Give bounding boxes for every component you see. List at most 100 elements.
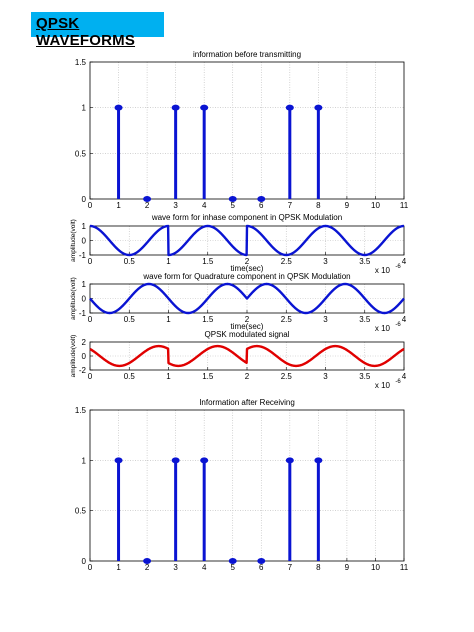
stem-after-stem-marker [200, 457, 209, 464]
stem-after-xtick-label: 3 [173, 563, 178, 572]
inphase-series-line [89, 224, 405, 257]
modulated-xtick-label: 3 [323, 372, 328, 381]
stem-before-ytick-label: 1 [82, 104, 87, 113]
stem-after-stem-marker [314, 457, 323, 464]
stem-before-xtick-label: 11 [400, 201, 409, 210]
stem-after-xtick-label: 0 [88, 563, 93, 572]
inphase-xtick-label: 1.5 [202, 257, 214, 266]
inphase-xtick-label: 2 [245, 257, 250, 266]
modulated-xtick-label: 2 [245, 372, 250, 381]
modulated-title: QPSK modulated signal [205, 330, 290, 339]
stem-after-xtick-label: 4 [202, 563, 207, 572]
stem-before-xtick-label: 2 [145, 201, 150, 210]
inphase-xtick-label: 0 [88, 257, 93, 266]
quadrature-ytick-label: 0 [82, 295, 87, 304]
stem-before-xtick-label: 9 [345, 201, 350, 210]
stem-after-stem-marker [114, 457, 123, 464]
stem-before-stem-marker [285, 104, 294, 111]
quadrature-ytick-label: 1 [82, 280, 87, 289]
stem-before-xtick-label: 6 [259, 201, 264, 210]
stem-after-ytick-label: 0.5 [75, 507, 87, 516]
quadrature-xtick-label: 1 [166, 315, 171, 324]
stem-after-stem-marker [285, 457, 294, 464]
inphase-xtick-label: 4 [402, 257, 407, 266]
stem-before-ytick-label: 0 [82, 195, 87, 204]
quadrature-title: wave form for Quadrature component in QP… [142, 272, 350, 281]
stem-after-xtick-label: 6 [259, 563, 264, 572]
quadrature-xtick-label: 0.5 [124, 315, 136, 324]
quadrature-xtick-label: 0 [88, 315, 93, 324]
modulated-ytick-label: -2 [79, 366, 87, 375]
stem-before-stem-marker [114, 104, 123, 111]
stem-before-plot-frame [89, 61, 405, 200]
stem-before-ytick-label: 1.5 [75, 58, 87, 67]
page-heading-text: QPSK WAVEFORMS [36, 15, 136, 49]
inphase-xtick-label: 0.5 [124, 257, 136, 266]
quadrature-xtick-label: 2 [245, 315, 250, 324]
modulated-exponent: -6 [395, 379, 401, 385]
modulated-xtick-label: 0 [88, 372, 93, 381]
stem-after-xtick-label: 2 [145, 563, 150, 572]
modulated-ylabel: amplitude(volt) [70, 335, 77, 378]
modulated-ytick-label: 2 [82, 338, 87, 347]
quadrature-xtick-label: 2.5 [281, 315, 293, 324]
quadrature-xtick-label: 3.5 [359, 315, 371, 324]
inphase-ytick-label: -1 [79, 251, 87, 260]
stem-after-plot-frame [89, 409, 405, 562]
quadrature-xtick-label: 1.5 [202, 315, 214, 324]
modulated-xtick-label: 2.5 [281, 372, 293, 381]
stem-before-stem-marker [143, 196, 152, 202]
modulated-xtick-label: 4 [402, 372, 407, 381]
stem-before-xtick-label: 10 [371, 201, 380, 210]
stem-before-xtick-label: 4 [202, 201, 207, 210]
inphase-exponent: -6 [395, 264, 401, 270]
stem-before-xtick-label: 0 [88, 201, 93, 210]
quadrature-exponent-base: x 10 [375, 324, 391, 333]
quadrature-series-line [89, 282, 405, 315]
stem-after-stem-marker [171, 457, 180, 464]
stem-after-ytick-label: 1 [82, 456, 87, 465]
inphase-xtick-label: 3.5 [359, 257, 371, 266]
inphase-xtick-label: 1 [166, 257, 171, 266]
stem-after-stem-marker [143, 558, 152, 564]
stem-before-stem-marker [314, 104, 323, 111]
modulated-exponent-base: x 10 [375, 381, 391, 390]
quadrature-xtick-label: 4 [402, 315, 407, 324]
modulated-xtick-label: 0.5 [124, 372, 136, 381]
quadrature-ytick-label: -1 [79, 309, 87, 318]
stem-after-xtick-label: 9 [345, 563, 350, 572]
modulated-xtick-label: 1.5 [202, 372, 214, 381]
stem-after-xtick-label: 5 [231, 563, 236, 572]
stem-after-stem-marker [228, 558, 237, 564]
modulated-series-line [89, 344, 405, 368]
page-heading: QPSK WAVEFORMS [31, 12, 164, 49]
modulated-xtick-label: 3.5 [359, 372, 371, 381]
inphase-exponent-base: x 10 [375, 266, 391, 275]
stem-after-xtick-label: 11 [400, 563, 409, 572]
stem-before-title: information before transmitting [193, 50, 301, 59]
stem-before-xtick-label: 5 [231, 201, 236, 210]
inphase-xtick-label: 2.5 [281, 257, 293, 266]
quadrature-ylabel: amplitude(volt) [70, 277, 77, 320]
stem-before-stem-marker [257, 196, 266, 202]
modulated-xtick-label: 1 [166, 372, 171, 381]
stem-before-xtick-label: 3 [173, 201, 178, 210]
inphase-ytick-label: 1 [82, 222, 87, 231]
inphase-xtick-label: 3 [323, 257, 328, 266]
inphase-xlabel: time(sec) [231, 264, 264, 273]
stem-after-ytick-label: 1.5 [75, 406, 87, 415]
stem-after-stem-marker [257, 558, 266, 564]
stem-before-xtick-label: 8 [316, 201, 321, 210]
quadrature-xlabel: time(sec) [231, 322, 264, 331]
quadrature-exponent: -6 [395, 322, 401, 328]
stem-after-title: Information after Receiving [199, 398, 295, 407]
stem-before-stem-marker [171, 104, 180, 111]
stem-before-ytick-label: 0.5 [75, 149, 87, 158]
stem-before-xtick-label: 7 [288, 201, 293, 210]
stem-after-xtick-label: 1 [116, 563, 121, 572]
stem-after-xtick-label: 7 [288, 563, 293, 572]
stem-after-xtick-label: 10 [371, 563, 380, 572]
stem-before-stem-marker [200, 104, 209, 111]
inphase-ytick-label: 0 [82, 237, 87, 246]
